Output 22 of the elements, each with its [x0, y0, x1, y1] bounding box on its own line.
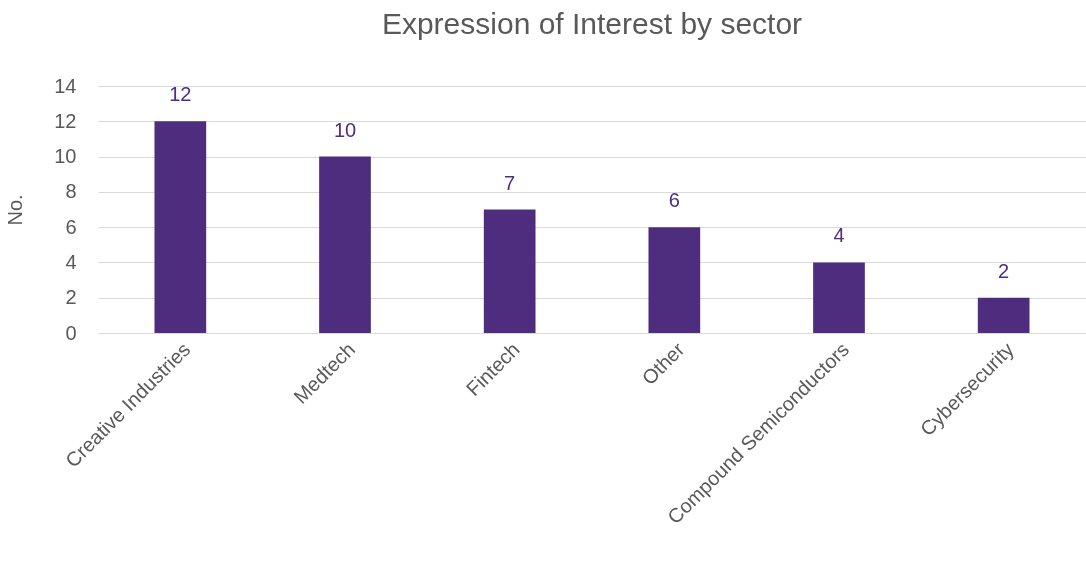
y-tick-label: 4 [65, 250, 77, 273]
y-tick-label: 2 [65, 286, 77, 309]
bar [154, 121, 207, 333]
bar [977, 297, 1030, 333]
chart-title: Expression of Interest by sector [381, 7, 803, 40]
data-label: 10 [333, 118, 357, 141]
data-label: 6 [668, 189, 680, 212]
data-label: 7 [504, 171, 516, 194]
bar [319, 156, 371, 333]
bar [483, 209, 536, 333]
y-tick-label: 8 [65, 180, 77, 203]
y-tick-label: 10 [54, 145, 77, 168]
y-tick-label: 14 [54, 74, 77, 97]
data-label: 12 [169, 83, 192, 106]
y-tick-label: 12 [54, 109, 77, 132]
bar [648, 227, 701, 333]
y-tick-label: 0 [65, 321, 77, 344]
data-label: 2 [998, 259, 1010, 282]
bar [813, 262, 865, 333]
y-tick-label: 6 [65, 215, 77, 238]
data-label: 4 [833, 224, 845, 247]
y-axis-title: No. [4, 194, 27, 226]
